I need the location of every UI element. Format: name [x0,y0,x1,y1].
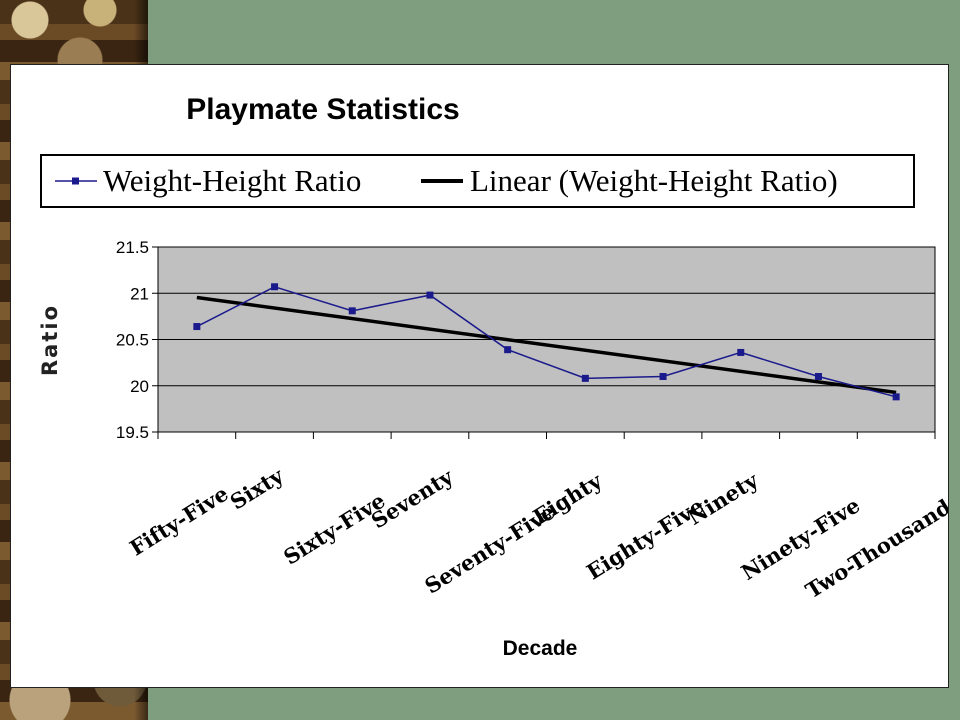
legend-box [40,154,915,208]
x-category-label: Sixty [226,462,289,514]
chart-legend: Weight-Height Ratio Linear (Weight-Heigh… [40,154,915,208]
x-axis-category-labels: Fifty-FiveSixtySixty-FiveSeventySeventy-… [125,462,948,603]
data-point-marker [348,307,356,315]
x-category-label: Fifty-Five [125,481,232,561]
chart-title: Playmate Statistics [186,93,459,126]
data-point-marker [426,291,434,299]
x-axis-ticks [157,432,936,439]
data-point-marker [814,373,822,380]
x-category-label: Eighty [529,468,607,530]
y-tick-label: 19.5 [116,423,149,442]
data-point-marker [737,348,745,356]
data-point-marker [504,346,512,354]
y-axis-label: Ratio [38,304,62,376]
line-chart: Playmate Statistics Weight-Height Ratio … [38,93,948,660]
data-point-marker [193,323,201,331]
series-markers [193,283,900,401]
y-tick-label: 21.5 [116,238,149,257]
legend-series-marker [72,177,79,185]
chart-slide: Playmate Statistics Weight-Height Ratio … [10,64,949,688]
legend-series-label: Weight-Height Ratio [103,163,361,198]
y-axis-ticks: 19.5 20 20.5 21 21.5 [116,238,158,442]
y-tick-label: 20 [130,377,149,396]
data-point-marker [892,393,900,401]
x-category-label: Sixty-Five [279,488,390,570]
data-point-marker [271,283,279,291]
legend-trendline-label: Linear (Weight-Height Ratio) [470,163,838,198]
series-line [196,285,897,398]
data-point-marker [581,374,589,382]
x-axis-label: Decade [503,637,578,660]
data-point-marker [659,373,667,380]
y-tick-label: 21 [130,284,149,303]
y-tick-label: 20.5 [116,331,149,350]
gridlines [158,292,935,387]
trendline [196,295,897,395]
